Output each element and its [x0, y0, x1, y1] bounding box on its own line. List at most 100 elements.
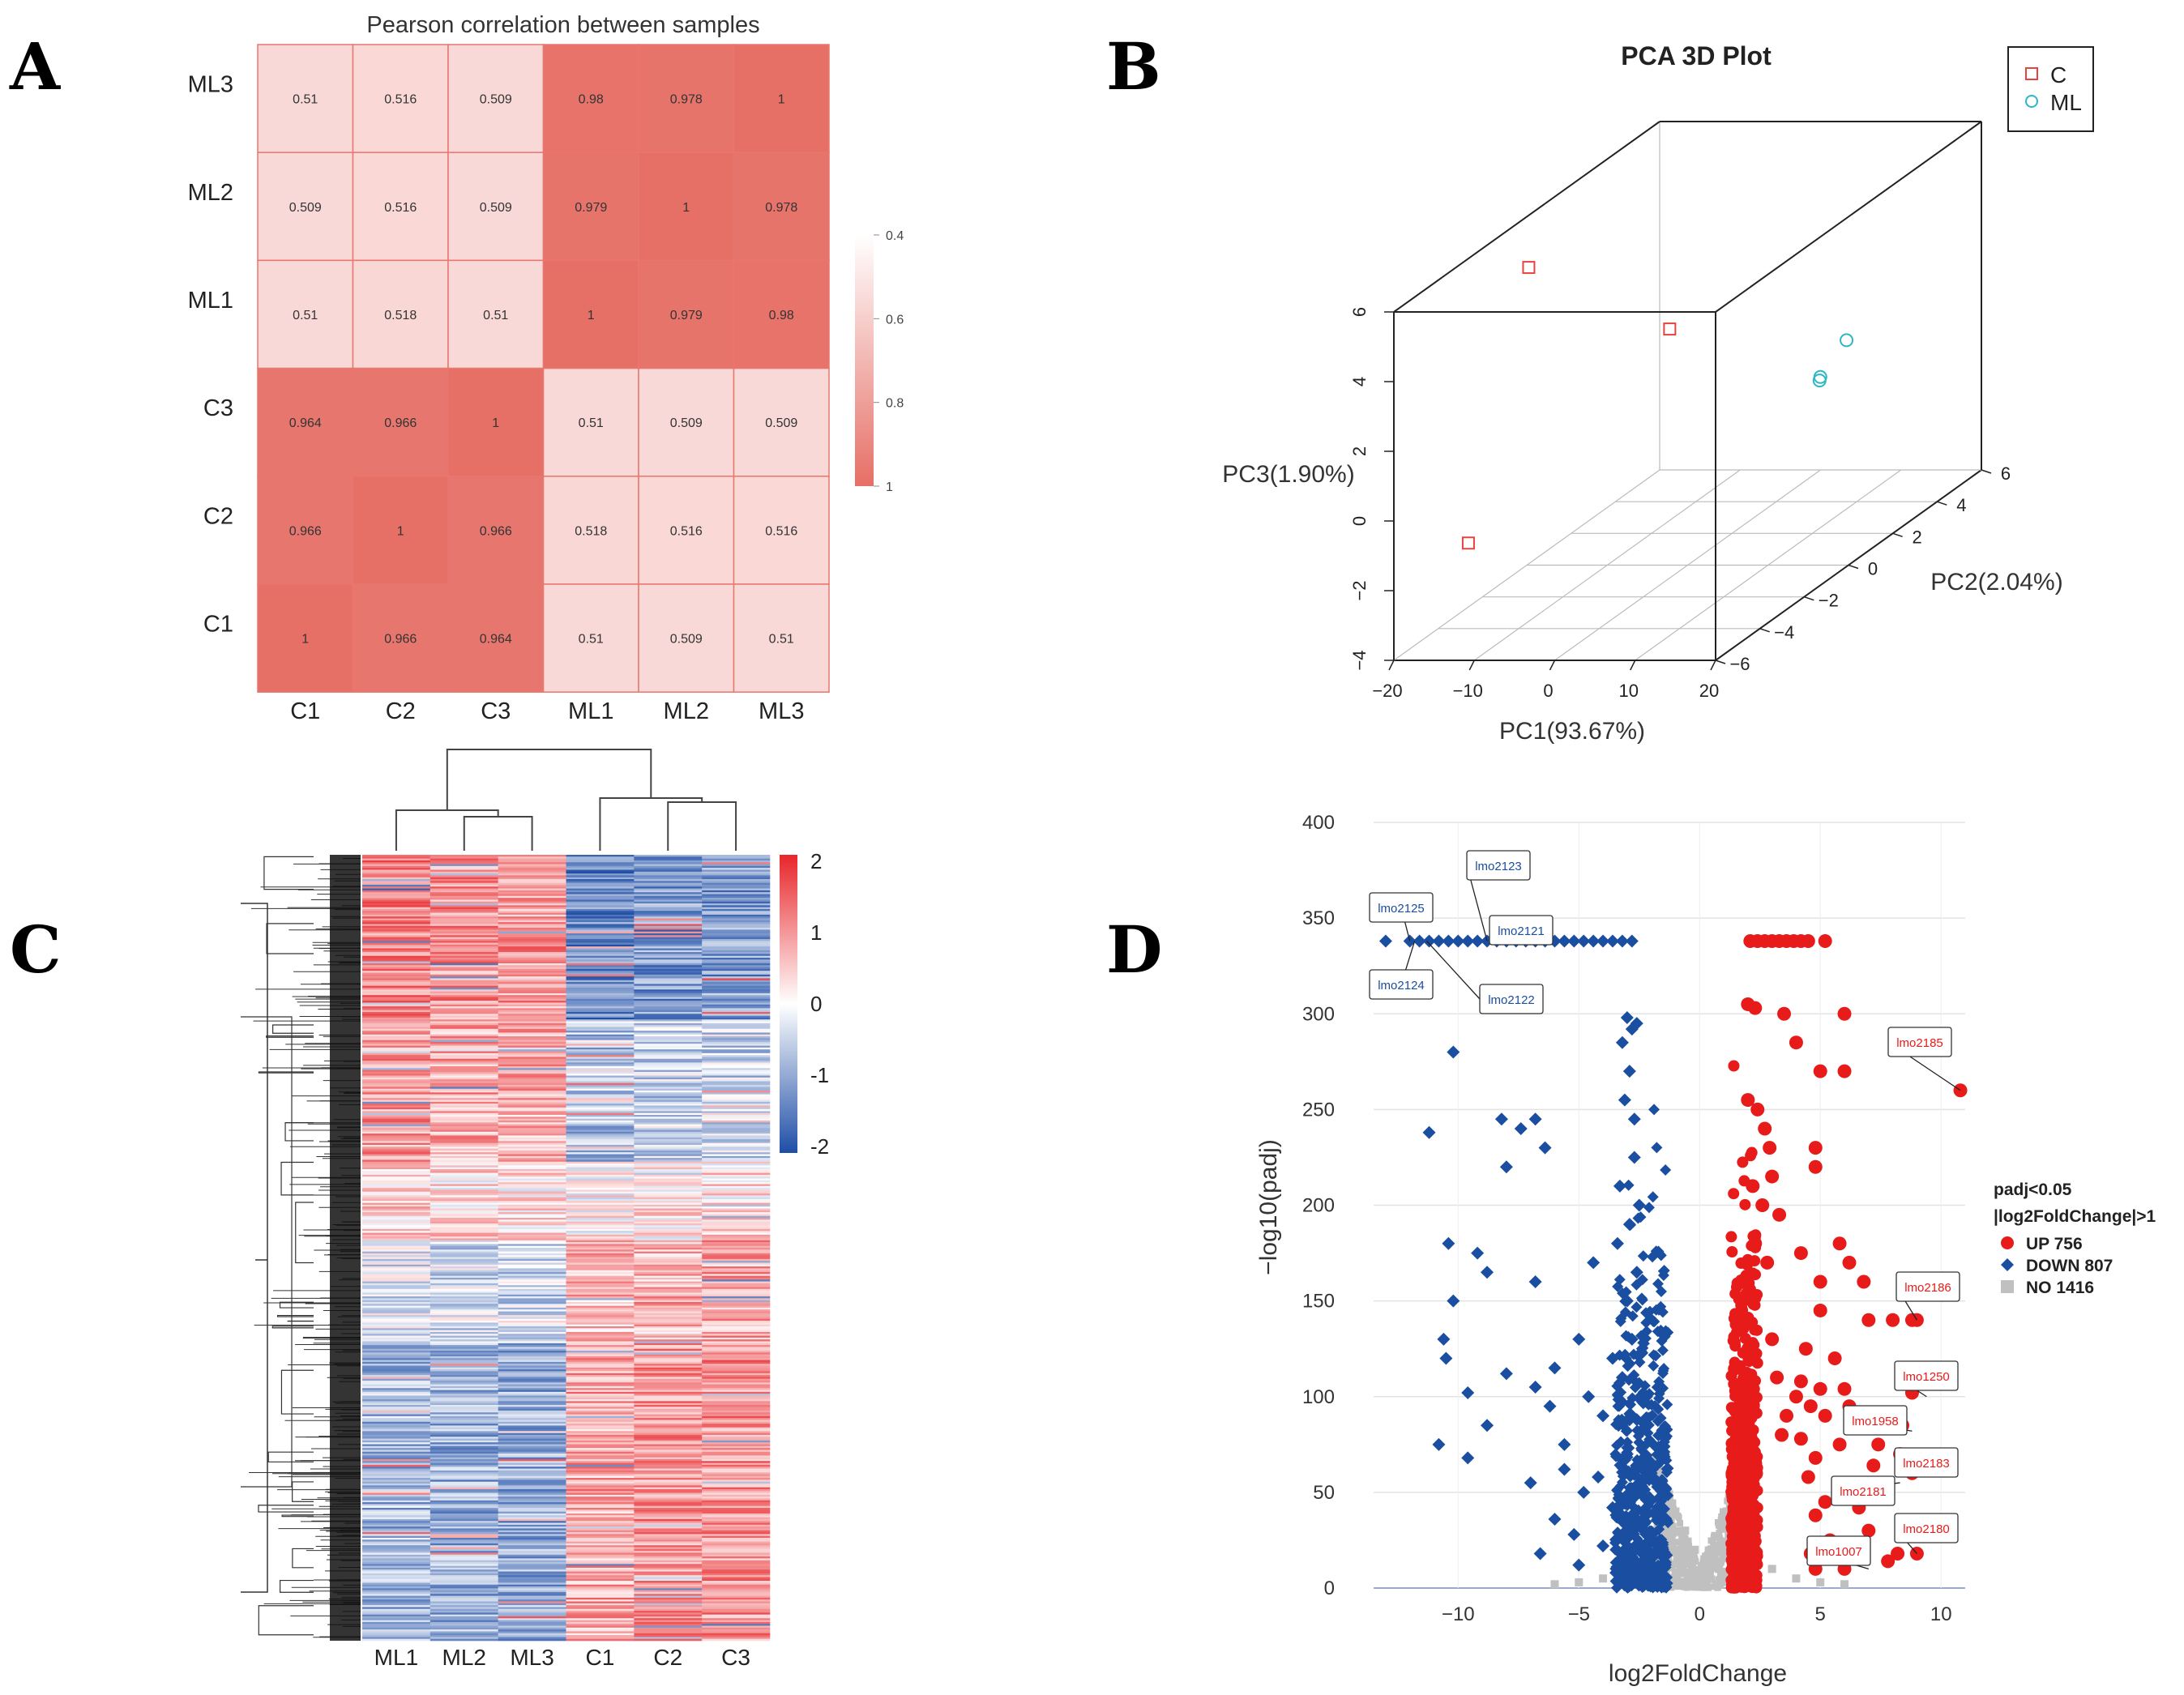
heatmap-c-cell: [430, 1637, 498, 1639]
heatmap-c-cell: [702, 1528, 771, 1531]
heatmap-c-cell: [498, 1223, 566, 1226]
heatmap-c-cell: [498, 1581, 566, 1583]
heatmap-c-cell: [566, 1109, 635, 1112]
heatmap-c-cell: [702, 1414, 771, 1417]
heatmap-c-cell: [702, 1274, 771, 1276]
heatmap-c-cell: [634, 1167, 703, 1170]
heatmap-c-cell: [634, 1249, 703, 1252]
heatmap-c-cell: [362, 1218, 431, 1220]
heatmap-c-cell: [634, 1407, 703, 1409]
heatmap-c-cell: [702, 948, 771, 951]
heatmap-c-cell: [430, 955, 498, 959]
heatmap-c-cell: [566, 1150, 635, 1153]
heatmap-c-cell: [430, 869, 498, 873]
heatmap-c-cell: [566, 1558, 635, 1561]
heatmap-c-cell: [634, 1148, 703, 1151]
heatmap-c-cell: [362, 871, 431, 874]
heatmap-c-cell: [634, 1135, 703, 1138]
heatmap-c-cell: [634, 1300, 703, 1303]
heatmap-c-cell: [634, 1092, 703, 1095]
volcano-point-down: [1653, 1457, 1665, 1469]
heatmap-c-cell: [498, 1502, 566, 1505]
heatmap-c-cell: [634, 1277, 703, 1280]
heatmap-c-cell: [634, 1537, 703, 1540]
heatmap-c-cell: [430, 1337, 498, 1340]
heatmap-c-cell: [362, 1629, 431, 1632]
volcano-point-down: [1636, 1546, 1648, 1558]
heatmap-c-cell: [430, 1624, 498, 1626]
dendro-link: [267, 1451, 314, 1462]
heatmap-a-cell-value: 1: [778, 93, 785, 107]
heatmap-c-cell: [362, 907, 431, 910]
heatmap-c-cell: [634, 1075, 703, 1078]
volcano-point-up: [1755, 1198, 1770, 1212]
heatmap-c-cell: [702, 1272, 771, 1274]
volcano-point-down: [1655, 1286, 1667, 1298]
heatmap-a-cell-value: 0.518: [384, 309, 417, 322]
heatmap-c-cell: [498, 1554, 566, 1557]
volcano-point-down: [1656, 1547, 1668, 1559]
heatmap-c-cell: [430, 1515, 498, 1518]
heatmap-c-cell: [498, 911, 566, 913]
heatmap-c-cell: [566, 1258, 635, 1262]
heatmap-c-cell: [566, 1285, 635, 1287]
heatmap-c-cell: [430, 1236, 498, 1239]
heatmap-c-cell: [702, 1624, 771, 1626]
heatmap-c-cell: [430, 1528, 498, 1531]
volcano-xlabel: log2FoldChange: [1609, 1660, 1787, 1687]
heatmap-c-cell: [634, 1612, 703, 1615]
heatmap-c-cell: [702, 1242, 771, 1245]
heatmap-c-cell: [498, 1274, 566, 1276]
heatmap-c-cell: [566, 1334, 635, 1336]
heatmap-c-cell: [498, 1569, 566, 1572]
heatmap-c-cell: [362, 987, 431, 990]
heatmap-c-cell: [498, 1169, 566, 1172]
heatmap-c-cell: [430, 1131, 498, 1134]
heatmap-c-cell: [498, 1575, 566, 1578]
volcano-point-up: [1727, 1485, 1739, 1497]
heatmap-c-cell: [430, 1288, 498, 1292]
heatmap-c-cell: [702, 1558, 771, 1561]
volcano-point-no: [1674, 1550, 1682, 1557]
heatmap-c-cell: [498, 1573, 566, 1576]
heatmap-c-cell: [430, 1109, 498, 1112]
heatmap-c-cell: [634, 916, 703, 919]
heatmap-c-cell: [430, 1467, 498, 1469]
heatmap-c-cell: [498, 1500, 566, 1503]
heatmap-c-cell: [566, 1382, 635, 1385]
heatmap-c-cell: [362, 1148, 431, 1151]
heatmap-c-cell: [566, 978, 635, 981]
heatmap-c-cell: [566, 877, 635, 880]
heatmap-c-cell: [634, 1629, 703, 1632]
volcano-point-down: [1637, 1250, 1649, 1262]
heatmap-c-cell: [634, 991, 703, 994]
heatmap-c-cell: [498, 1219, 566, 1222]
heatmap-c-cell: [566, 1455, 635, 1458]
heatmap-c-cell: [430, 1577, 498, 1580]
volcano-point-down: [1656, 1534, 1668, 1546]
heatmap-c-cell: [498, 959, 566, 962]
heatmap-c-cell: [634, 1144, 703, 1147]
heatmap-a-cell-value: 0.51: [769, 633, 794, 647]
heatmap-a-colorbar-label: 1: [886, 480, 893, 494]
heatmap-c-cell: [566, 1115, 635, 1117]
heatmap-c-cell: [702, 1427, 771, 1430]
heatmap-a-col-label: C2: [386, 698, 416, 724]
heatmap-c-cell: [430, 1008, 498, 1010]
volcano-point-down: [1658, 1503, 1670, 1515]
heatmap-c-cell: [634, 1012, 703, 1014]
heatmap-c-cell: [498, 1296, 566, 1299]
volcano-point-no: [1716, 1529, 1723, 1536]
panel-letter-b: B: [1106, 28, 1161, 105]
heatmap-c-cell: [362, 1522, 431, 1526]
volcano-point-down: [1615, 1313, 1627, 1325]
heatmap-c-cell: [362, 869, 431, 873]
heatmap-c-cell: [430, 1304, 498, 1306]
heatmap-c-cell: [498, 1191, 566, 1194]
heatmap-c-cell: [634, 1565, 703, 1569]
heatmap-c-cell: [566, 995, 635, 997]
heatmap-c-cell: [498, 1530, 566, 1533]
heatmap-c-cell: [634, 1328, 703, 1330]
heatmap-c-cell: [498, 1288, 566, 1292]
heatmap-c-cell: [634, 1193, 703, 1196]
